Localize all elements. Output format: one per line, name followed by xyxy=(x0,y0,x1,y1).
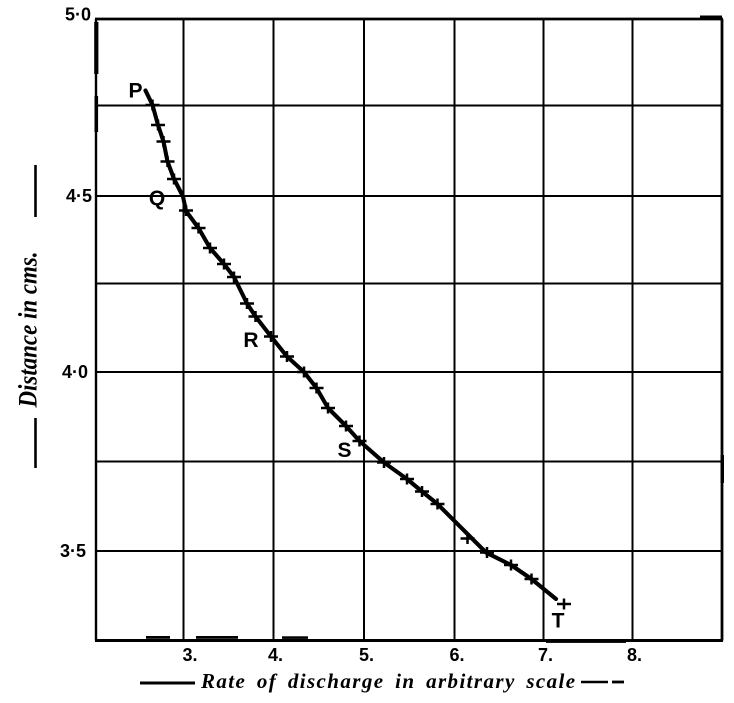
svg-text:6.: 6. xyxy=(449,645,464,665)
svg-text:T: T xyxy=(552,610,565,633)
svg-text:Rate of discharge in arbitrary: Rate of discharge in arbitrary scale xyxy=(200,669,576,693)
svg-text:5·0: 5·0 xyxy=(65,5,91,25)
svg-text:3·5: 3·5 xyxy=(60,541,86,561)
svg-text:Q: Q xyxy=(149,187,165,210)
svg-text:4·0: 4·0 xyxy=(62,362,88,382)
svg-text:5.: 5. xyxy=(359,645,374,665)
svg-text:4·5: 4·5 xyxy=(66,186,92,206)
svg-text:3.: 3. xyxy=(182,645,197,665)
svg-text:R: R xyxy=(243,329,258,352)
svg-text:4.: 4. xyxy=(268,645,283,665)
svg-text:P: P xyxy=(128,80,142,103)
svg-text:Distance in cms.: Distance in cms. xyxy=(14,252,43,409)
svg-text:8.: 8. xyxy=(627,645,642,665)
svg-text:S: S xyxy=(337,439,351,462)
svg-text:7.: 7. xyxy=(538,645,553,665)
